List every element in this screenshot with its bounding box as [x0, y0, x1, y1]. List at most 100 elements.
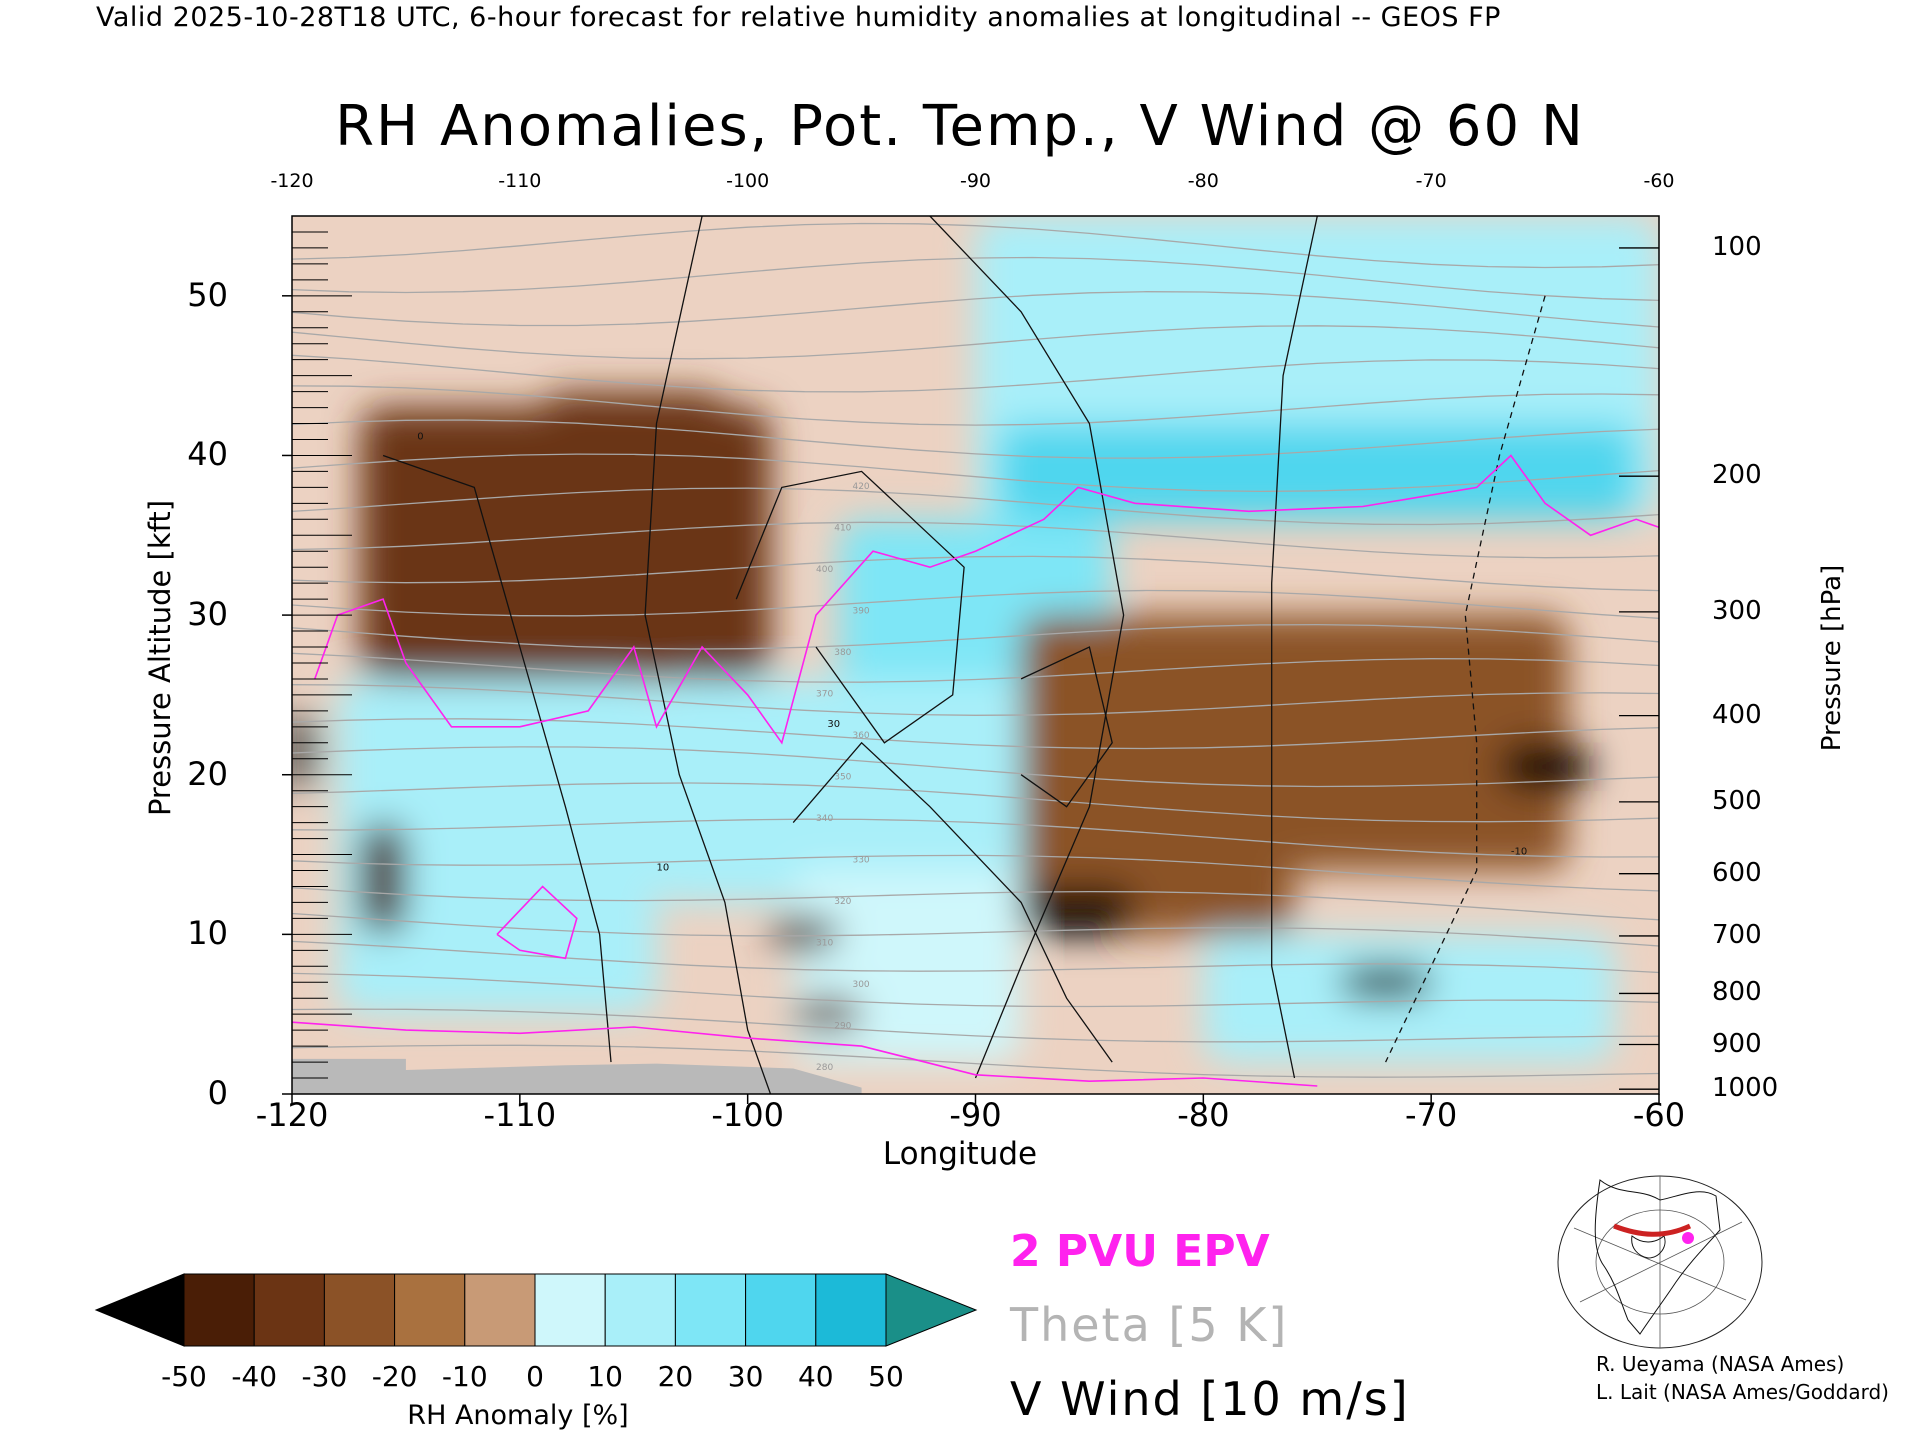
inset-map-coastline — [1631, 1235, 1666, 1259]
theta-contour — [292, 222, 1659, 269]
anomaly-region — [656, 678, 1044, 903]
pressure-tick-label: 100 — [1712, 231, 1762, 262]
x-tick-label: -110 — [483, 1096, 557, 1134]
credit-line-1: R. Ueyama (NASA Ames) — [1596, 1352, 1845, 1376]
chart-title: RH Anomalies, Pot. Temp., V Wind @ 60 N — [335, 94, 1585, 159]
anomaly-region — [1499, 742, 1591, 791]
vwind-contours: 0 10 30 -10 — [382, 216, 1546, 1094]
colorbar-segment — [253, 1273, 325, 1347]
anomaly-region — [360, 822, 406, 935]
legend-vwind: V Wind [10 m/s] — [1010, 1372, 1410, 1426]
credit-line-2: L. Lait (NASA Ames/Goddard) — [1596, 1380, 1889, 1404]
colorbar-tick-label: 40 — [797, 1360, 834, 1393]
x-tick-label: -80 — [1177, 1096, 1230, 1134]
y-tick-label: 40 — [187, 435, 228, 474]
colorbar-tick-label: -50 — [161, 1360, 207, 1393]
colorbar-tick-label: -30 — [301, 1360, 348, 1393]
theta-contour — [292, 1008, 1659, 1043]
theta-contour — [292, 1044, 1659, 1078]
theta-contour — [292, 782, 1659, 823]
x-tick-label-top: -80 — [1187, 170, 1219, 192]
colorbar-tick-label: 30 — [727, 1360, 764, 1393]
theta-label: 290 — [834, 1022, 851, 1032]
epv-contour — [292, 454, 1659, 1087]
theta-label: 300 — [852, 980, 869, 990]
colorbar-tick-label: 50 — [868, 1360, 904, 1393]
anomaly-region — [1021, 615, 1295, 935]
y-tick-label: 50 — [187, 275, 228, 314]
theta-label: 310 — [816, 939, 833, 949]
pressure-tick-label: 1000 — [1712, 1073, 1779, 1104]
theta-contour — [292, 555, 1659, 592]
y-tick-label: 20 — [187, 754, 228, 793]
vwind-contour — [382, 454, 612, 1063]
colorbar-segment — [323, 1273, 396, 1347]
pressure-tick-label: 700 — [1712, 919, 1762, 950]
colorbar-tick-label: 0 — [526, 1360, 544, 1393]
theta-contour — [292, 589, 1659, 619]
vwind-contour-negative — [1385, 295, 1546, 1063]
theta-contour — [292, 972, 1659, 1008]
x-tick-label: -100 — [711, 1096, 784, 1134]
anomaly-region — [793, 998, 862, 1031]
anomaly-region — [1203, 934, 1614, 1063]
legend-theta: Theta [5 K] — [1010, 1298, 1289, 1352]
epv-contour — [314, 454, 1659, 745]
vwind-label: 10 — [657, 863, 670, 874]
vwind-contour — [1020, 646, 1113, 808]
epv-contour-blob — [496, 885, 578, 960]
legend-epv: 2 PVU EPV — [1010, 1226, 1270, 1277]
inset-map-meridian — [1573, 1227, 1747, 1301]
anomaly-region — [998, 423, 1637, 520]
x-tick-label: -120 — [255, 1096, 329, 1134]
figure-header: Valid 2025-10-28T18 UTC, 6-hour forecast… — [96, 2, 1501, 33]
pressure-tick-label: 500 — [1712, 785, 1762, 816]
x-tick-label-top: -60 — [1643, 170, 1675, 192]
vwind-contour — [1271, 216, 1318, 1079]
x-axis-label: Longitude — [882, 1136, 1038, 1172]
x-tick-label: -90 — [949, 1096, 1002, 1134]
pressure-tick-label: 300 — [1712, 595, 1762, 626]
theta-contour — [292, 746, 1659, 788]
theta-contour — [292, 652, 1659, 683]
colorbar — [94, 1273, 978, 1347]
colorbar-segment — [534, 1273, 606, 1347]
colorbar-label: RH Anomaly [%] — [407, 1400, 629, 1431]
anomaly-region — [337, 678, 657, 1015]
theta-contour — [292, 487, 1659, 526]
anomaly-region — [542, 391, 725, 552]
y-axis-label-right: Pressure [hPa] — [1817, 564, 1847, 752]
x-tick-label-top: -90 — [959, 170, 992, 192]
colorbar-over-arrow — [885, 1273, 978, 1347]
terrain-mask — [292, 1058, 862, 1094]
theta-label: 340 — [816, 814, 833, 824]
inset-map-marker — [1682, 1232, 1694, 1244]
theta-contour — [292, 325, 1659, 360]
anomaly-region — [292, 710, 315, 791]
theta-contour — [292, 521, 1659, 559]
theta-contour — [292, 912, 1659, 947]
inset-map-track — [1613, 1223, 1692, 1237]
colorbar-segment — [394, 1273, 466, 1347]
theta-label: 360 — [852, 731, 869, 741]
colorbar-under-arrow — [94, 1273, 185, 1347]
colorbar-segment — [815, 1273, 887, 1347]
theta-contour — [292, 887, 1659, 921]
epv-contour-lower — [292, 1021, 1318, 1087]
anomaly-region — [1340, 966, 1432, 999]
colorbar-segment — [745, 1273, 817, 1347]
theta-label: 380 — [834, 648, 851, 658]
pressure-tick-label: 600 — [1712, 857, 1762, 888]
theta-label: 350 — [834, 773, 851, 783]
vwind-contour — [792, 741, 1113, 1063]
theta-contour — [292, 818, 1659, 858]
anomaly-region — [1248, 615, 1568, 871]
colorbar-tick-label: 20 — [657, 1360, 694, 1393]
rh-anomaly-field — [292, 216, 1659, 1094]
theta-contour — [292, 385, 1659, 426]
theta-contour — [292, 623, 1659, 650]
colorbar-tick-label: -40 — [231, 1360, 278, 1393]
vwind-contour — [929, 216, 1125, 1079]
colorbar-tick-label: -10 — [441, 1360, 488, 1393]
